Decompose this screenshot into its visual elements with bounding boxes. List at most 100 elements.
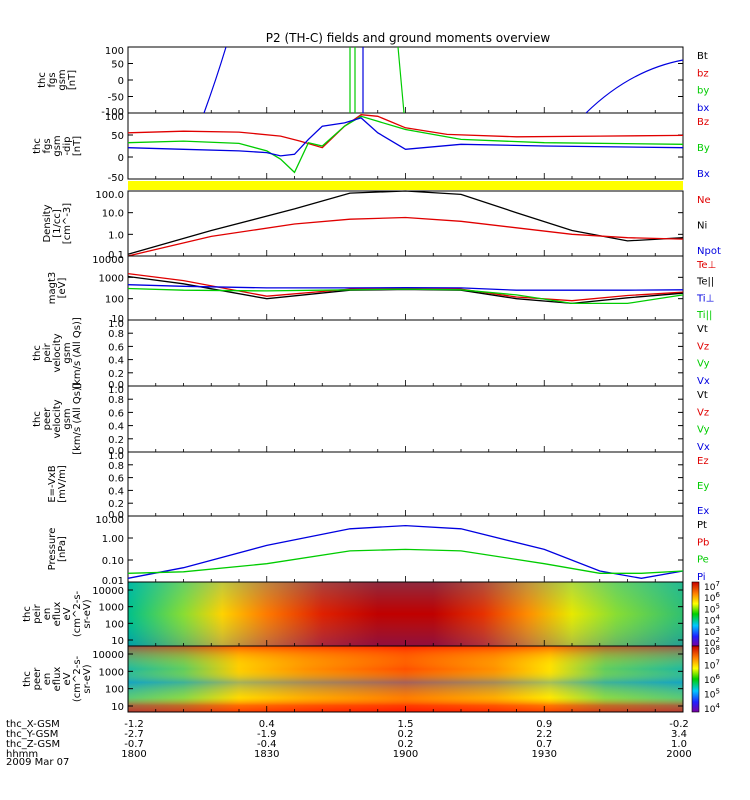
legend-entry: Vx — [697, 376, 710, 387]
legend-entry: Bt — [697, 51, 708, 62]
panel-5: 1.00.8 0.6 0.4 0.20.0 thc peir velocity gsm [km/… — [32, 317, 710, 391]
x-axis-value: -0.7 — [124, 739, 144, 750]
x-axis-value: 1830 — [254, 749, 279, 760]
colorbar-tick-label: 107 — [704, 659, 720, 672]
y-tick-label: 0 — [118, 76, 124, 87]
y-axis-label: peer — [42, 407, 53, 431]
ion-colorbar — [691, 581, 700, 647]
y-axis-label: thc — [32, 411, 43, 427]
y-tick-label: 100.0 — [95, 190, 124, 201]
y-axis-label: eflux — [52, 602, 63, 627]
x-axis-row-label: thc_Z-GSM — [6, 739, 60, 750]
legend-entry: Pi — [697, 572, 706, 583]
y-axis-label: (cm^2-s- — [72, 655, 83, 702]
legend-entry: Vt — [697, 390, 708, 401]
y-tick-label: 0.2 — [108, 435, 124, 446]
x-axis-value: 0.2 — [398, 729, 414, 740]
x-axis-value: 2000 — [666, 749, 691, 760]
legend-entry: Vt — [697, 324, 708, 335]
status-bar — [128, 181, 683, 190]
x-axis-value: 0.4 — [259, 719, 275, 730]
y-axis-label: -dip — [62, 136, 73, 155]
y-tick-label: 0.4 — [108, 486, 124, 497]
y-tick-label: 10.0 — [102, 209, 124, 220]
legend-entry: Ex — [697, 506, 709, 517]
legend-entry: Bx — [697, 169, 710, 180]
y-axis-label: [cm^-3] — [62, 203, 73, 244]
panel-frame — [127, 385, 684, 453]
legend-entry: Ti|| — [696, 310, 712, 321]
colorbar-tick-label: 104 — [704, 614, 720, 627]
y-tick-label: 0.2 — [108, 499, 124, 510]
panel-9: 10000 1000 100 10 thc peir en eflux eV (cm^2-s-sr… — [22, 580, 720, 649]
series-line-ne — [127, 216, 684, 257]
legend-entry: bx — [697, 103, 709, 114]
y-tick-label: 0.8 — [108, 329, 124, 340]
y-tick-label: 0.8 — [108, 395, 124, 406]
y-tick-label: 0.4 — [108, 422, 124, 433]
legend-entry: Ne — [697, 195, 711, 206]
legend-entry: bz — [697, 68, 709, 79]
ion-spectrogram — [128, 582, 683, 646]
legend-entry: Ey — [697, 481, 709, 492]
y-axis-label: thc — [32, 138, 43, 154]
y-tick-label: 50 — [111, 131, 124, 142]
legend-entry: Npot — [697, 246, 721, 257]
x-axis-value: -1.2 — [124, 719, 144, 730]
y-axis-label: [nPa] — [57, 536, 68, 562]
y-axis-label: eV — [62, 607, 73, 620]
y-tick-label: 0.2 — [108, 369, 124, 380]
y-tick-label: 100 — [105, 112, 124, 123]
y-tick-label: 0.0 — [108, 446, 124, 457]
x-axis-row-label: hhmm — [6, 749, 38, 760]
y-tick-label: 1000 — [99, 273, 124, 284]
panel-frame — [127, 451, 684, 517]
colorbar-tick-label: 108 — [704, 644, 720, 657]
series-line-ti⊥ — [127, 284, 684, 291]
x-axis-value: -0.2 — [669, 719, 689, 730]
y-tick-label: 0.4 — [108, 356, 124, 367]
y-axis-label: fgs — [47, 72, 58, 87]
colorbar-tick-label: 103 — [704, 625, 720, 638]
y-axis-label: [mV/m] — [57, 465, 68, 503]
y-axis-label: thc — [22, 671, 33, 687]
series-line-pe — [127, 548, 684, 574]
date-label: 2009 Mar 07 — [6, 757, 69, 768]
y-tick-label: 0.0 — [108, 380, 124, 391]
series-line-by — [127, 115, 684, 174]
y-axis-label: thc — [22, 606, 33, 622]
legend-entry: Ez — [697, 456, 709, 467]
panel-4: 10000 1000 100 10 magt3 [eV] Te⊥ Te|| Ti⊥ Ti|| — [47, 255, 716, 325]
legend-entry: Vz — [697, 341, 709, 352]
y-tick-label: 10.00 — [95, 515, 124, 526]
series-line-by — [397, 46, 405, 114]
colorbar-tick-label: 107 — [704, 580, 720, 593]
legend-entry: Pb — [697, 537, 709, 548]
colorbar-tick-label: 106 — [704, 591, 720, 604]
y-tick-label: -100 — [101, 107, 124, 118]
y-tick-label: 10 — [111, 636, 124, 647]
y-tick-label: 10000 — [92, 586, 124, 597]
electron-spectrogram — [128, 646, 683, 712]
y-tick-label: 10000 — [92, 255, 124, 266]
y-tick-label: 100 — [105, 46, 124, 57]
series-line-bx — [585, 59, 684, 114]
y-axis-label: (cm^2-s- — [72, 590, 83, 637]
y-tick-label: 10 — [111, 702, 124, 713]
series-line-bx — [127, 117, 684, 157]
panel-frame — [127, 319, 684, 387]
y-axis-label: en — [42, 608, 53, 621]
x-axis-value: 1.5 — [398, 719, 414, 730]
x-axis-row-label: thc_X-GSM — [6, 719, 60, 730]
colorbar-tick-label: 104 — [704, 702, 720, 715]
legend-entry: Bz — [697, 117, 709, 128]
y-axis-label: peer — [32, 667, 43, 691]
x-axis-value: -2.7 — [124, 729, 144, 740]
y-tick-label: 1.0 — [108, 451, 124, 462]
x-axis-value: 2.2 — [536, 729, 552, 740]
y-axis-label: eflux — [52, 667, 63, 692]
y-tick-label: 0.8 — [108, 461, 124, 472]
legend-entry: by — [697, 86, 709, 97]
x-axis-value: 3.4 — [671, 729, 687, 740]
